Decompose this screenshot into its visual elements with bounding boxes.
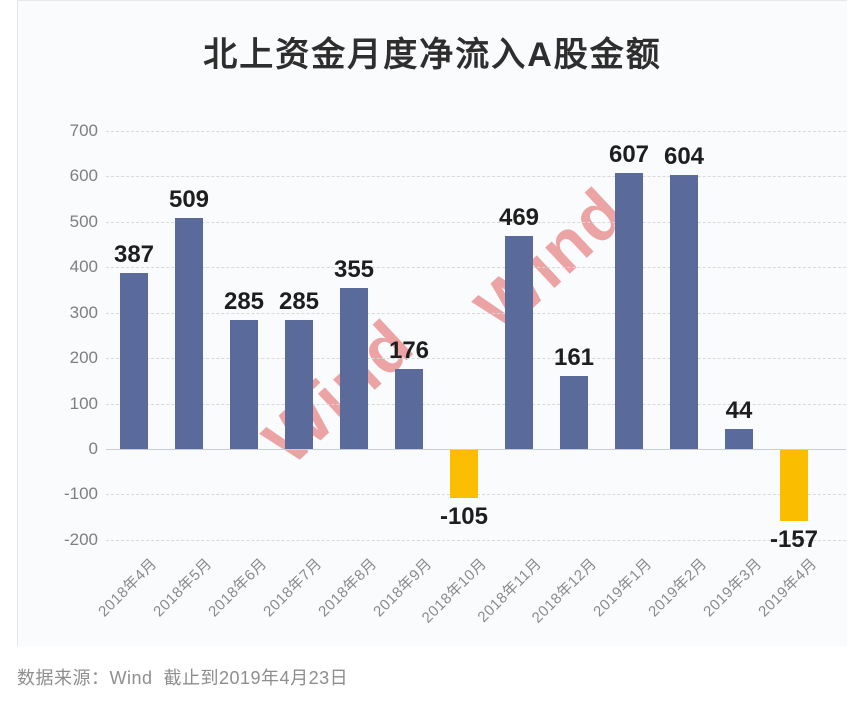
gridline (106, 221, 846, 223)
x-axis-label: 2019年2月 (644, 555, 711, 621)
source-note: 数据来源：Wind 截止到2019年4月23日 (17, 668, 349, 688)
bar (120, 273, 148, 449)
bar (725, 429, 753, 449)
y-axis-label: -200 (63, 529, 98, 549)
bar-value-label: 355 (333, 255, 375, 283)
x-axis-label: 2018年6月 (204, 555, 271, 621)
gridline (106, 312, 846, 314)
bar-value-label: 607 (608, 141, 650, 169)
gridline (106, 539, 846, 541)
bar-value-label: 161 (553, 343, 595, 371)
bar-value-label: 285 (278, 287, 320, 315)
chart-image: 北上资金月度净流入A股金额 Wind Wind 700 600 500 400 300 2… (17, 0, 847, 646)
bar (175, 217, 203, 449)
bar (395, 369, 423, 449)
bar-value-label: 604 (663, 142, 705, 170)
bar-value-label: -157 (769, 526, 819, 554)
bar (285, 319, 313, 449)
y-axis-label: 200 (69, 348, 98, 368)
y-axis-label: 500 (69, 211, 98, 231)
bar (230, 319, 258, 449)
y-axis-label: 700 (69, 121, 98, 140)
bar (505, 235, 533, 449)
y-axis-label: 100 (69, 393, 98, 413)
bar-value-label: 176 (388, 337, 430, 365)
x-axis-label: 2018年7月 (259, 555, 326, 621)
x-axis-label: 2018年8月 (314, 555, 381, 621)
bar-value-label: 509 (168, 185, 210, 213)
bar (340, 287, 368, 449)
chart-title: 北上资金月度净流入A股金额 (203, 36, 662, 74)
plot-area: 700 600 500 400 300 200 100 0 -100 -200 387 2018年4月… (18, 1, 847, 646)
bar (780, 450, 808, 522)
bar (450, 450, 478, 498)
bar-value-label: 469 (498, 203, 540, 231)
x-axis-label: 2019年1月 (589, 555, 656, 621)
bar-value-label: 44 (725, 397, 753, 424)
gridline (106, 358, 846, 360)
gridline (106, 403, 846, 405)
x-axis-label: 2019年3月 (699, 555, 766, 621)
gridline (106, 131, 846, 132)
bar-value-label: -105 (439, 502, 489, 530)
x-axis-label: 2018年5月 (149, 555, 216, 621)
y-axis-label: 300 (69, 302, 98, 322)
x-axis-label: 2019年4月 (754, 555, 821, 621)
bar (560, 375, 588, 449)
gridline (106, 176, 846, 178)
y-axis-label: 0 (88, 439, 98, 458)
x-axis-label: 2018年4月 (94, 555, 161, 621)
bar-value-label: 285 (223, 287, 265, 315)
y-axis-label: 400 (69, 257, 98, 277)
bar (670, 174, 698, 449)
bar (615, 173, 643, 449)
y-axis-label: -100 (63, 484, 98, 504)
gridline (106, 267, 846, 269)
zero-axis-line (106, 449, 846, 450)
bar-value-label: 387 (113, 241, 155, 269)
y-axis-label: 600 (69, 166, 98, 186)
